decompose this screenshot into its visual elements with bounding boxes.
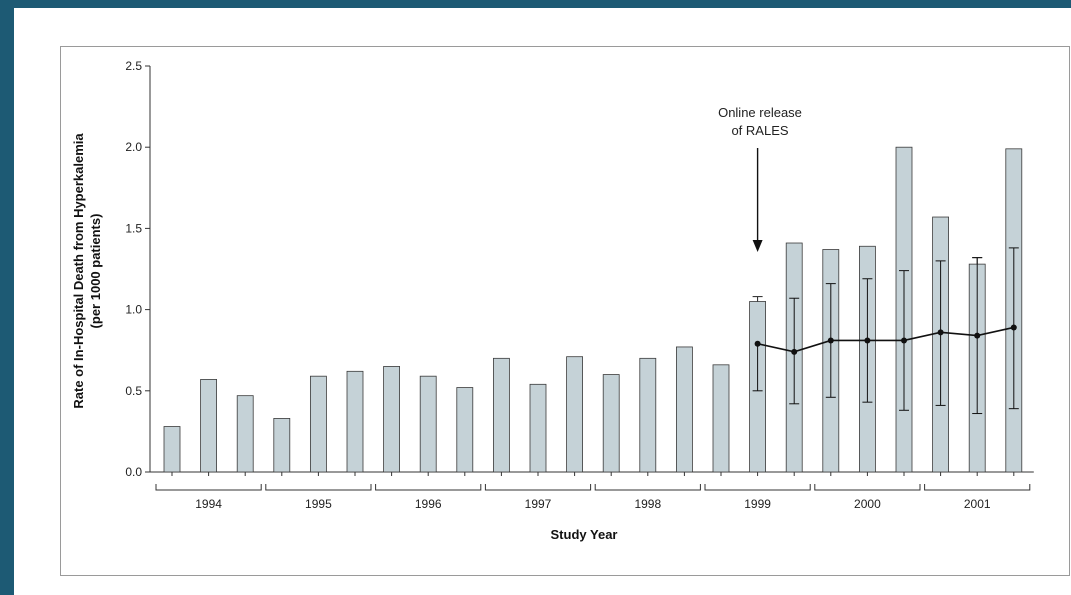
bars-layer xyxy=(163,146,1023,473)
bar xyxy=(676,346,693,473)
y-axis-title: Rate of In-Hospital Death from Hyperkale… xyxy=(71,133,86,409)
expected-rate-point xyxy=(754,340,761,347)
year-bracket xyxy=(594,484,701,491)
year-bracket xyxy=(375,484,482,491)
y-tick-label: 0.5 xyxy=(125,384,142,398)
year-bracket xyxy=(704,484,811,491)
bar xyxy=(163,426,181,473)
expected-rate-point xyxy=(827,337,834,344)
bar xyxy=(712,364,730,473)
bar xyxy=(200,379,218,473)
expected-rate-point xyxy=(937,329,944,336)
bar xyxy=(273,418,291,473)
x-tick-label: 1995 xyxy=(305,497,332,511)
year-bracket xyxy=(814,484,921,491)
y-tick-label: 1.0 xyxy=(125,303,142,317)
bar xyxy=(236,395,254,473)
y-tick-label: 0.0 xyxy=(125,465,142,479)
x-tick-label: 2001 xyxy=(964,497,991,511)
bar xyxy=(383,366,401,473)
axes-layer: 0.0 0.5 1.0 1.5 2.0 2.5 1994 1995 1996 1997 1998 19… xyxy=(125,59,1034,511)
x-tick-label: 1998 xyxy=(634,497,661,511)
expected-rate-layer xyxy=(752,148,1019,415)
bar xyxy=(492,357,510,473)
y-tick-label: 2.0 xyxy=(125,140,142,154)
expected-rate-point xyxy=(901,337,907,344)
y-tick-label: 2.5 xyxy=(125,59,142,73)
year-bracket xyxy=(484,484,592,491)
y-axis-subtitle: (per 1000 patients) xyxy=(88,214,103,329)
bar xyxy=(309,375,327,473)
expected-rate-point xyxy=(1010,324,1017,331)
annotation-line-2: of RALES xyxy=(731,123,788,138)
annotation-line-1: Online release xyxy=(718,105,802,120)
year-bracket xyxy=(924,484,1031,491)
x-tick-label: 1997 xyxy=(525,497,552,511)
bar xyxy=(566,356,583,473)
expected-rate-point xyxy=(791,348,798,355)
year-bracket xyxy=(265,484,372,491)
expected-rate-point xyxy=(864,337,871,344)
bar xyxy=(529,383,547,473)
x-tick-label: 2000 xyxy=(854,497,881,511)
year-bracket xyxy=(155,484,262,491)
annotation-arrow-head xyxy=(752,240,763,252)
labels-layer: Study Year Rate of In-Hospital Death fro… xyxy=(71,105,802,542)
x-tick-label: 1999 xyxy=(744,497,771,511)
bar xyxy=(346,370,364,473)
expected-rate-line xyxy=(757,326,1014,353)
x-tick-label: 1994 xyxy=(195,497,222,511)
y-tick-label: 1.5 xyxy=(125,221,142,235)
bar xyxy=(639,357,657,473)
x-axis-title: Study Year xyxy=(551,527,618,542)
bar xyxy=(602,374,620,473)
x-tick-label: 1996 xyxy=(415,497,442,511)
bar xyxy=(419,375,437,473)
expected-rate-point xyxy=(974,332,981,339)
bar xyxy=(456,387,474,473)
